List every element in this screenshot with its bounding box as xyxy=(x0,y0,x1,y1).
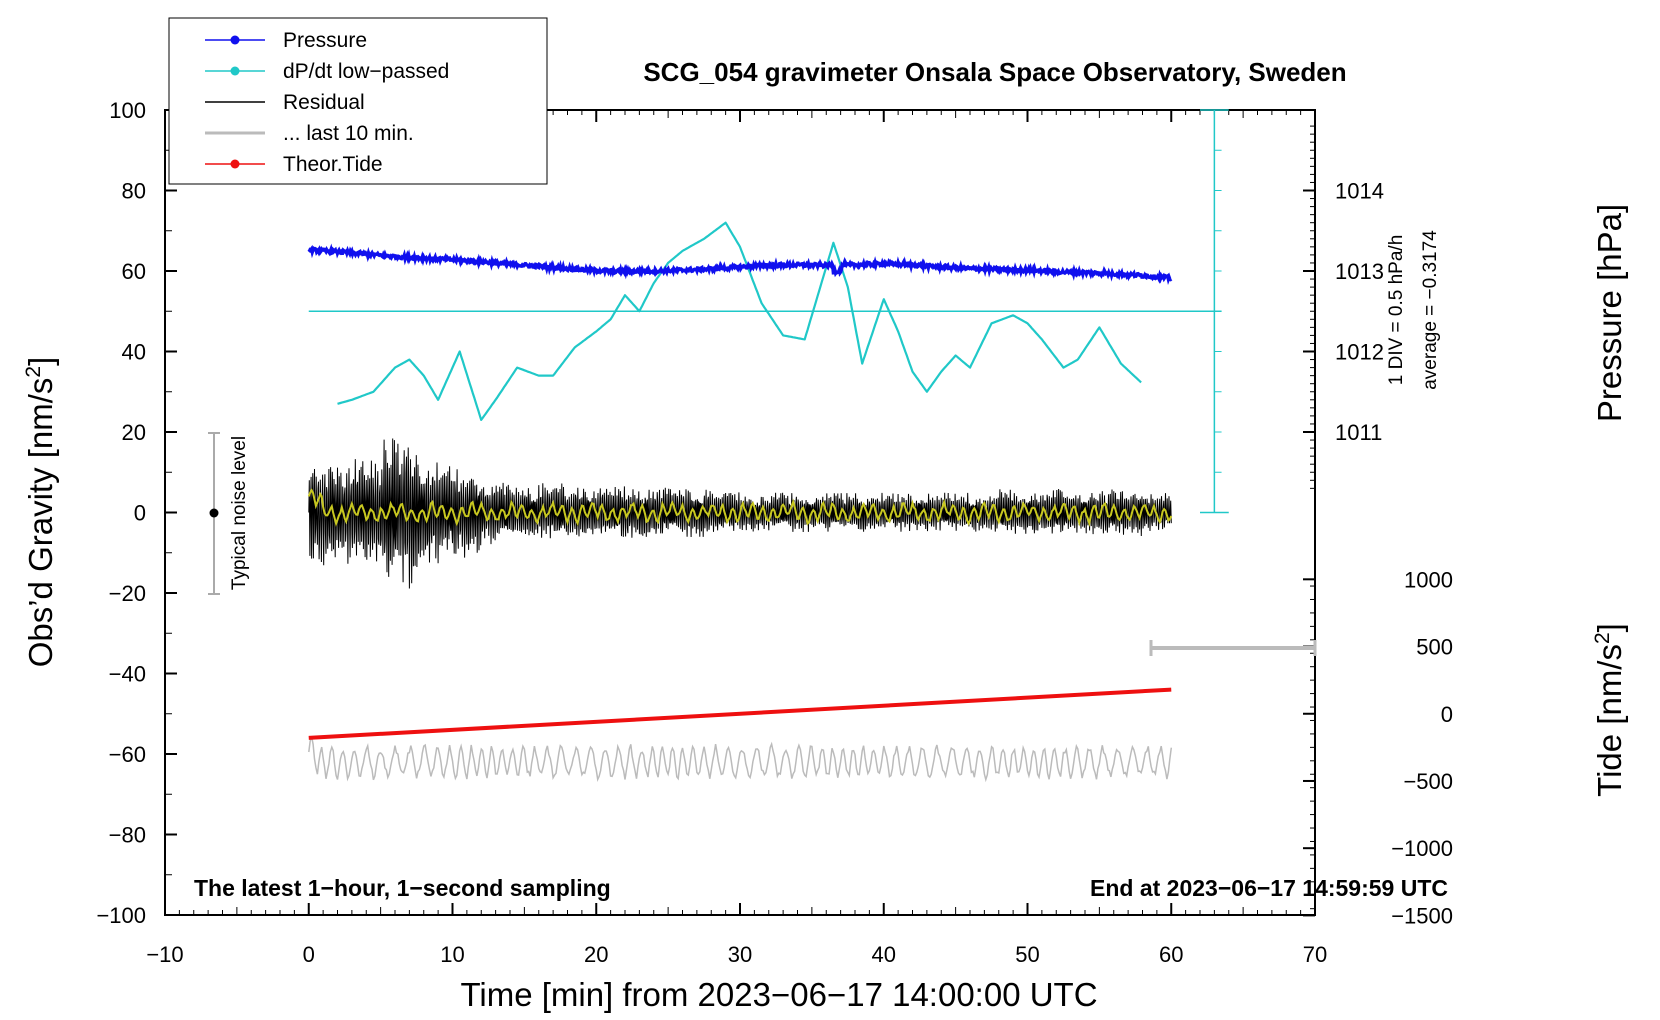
legend-label: ... last 10 min. xyxy=(283,122,414,145)
residual-smoothed-line xyxy=(307,488,1173,527)
dpdt-series xyxy=(337,221,1142,421)
bottom-right-note: End at 2023−06−17 14:59:59 UTC xyxy=(1090,875,1448,901)
y-tick-label: −40 xyxy=(109,662,146,687)
x-tick-label: 0 xyxy=(303,942,315,967)
residual-line xyxy=(308,438,1172,589)
y-axis-title-close: ] xyxy=(22,357,59,366)
tide-line xyxy=(308,687,1172,740)
last-10-min-line xyxy=(308,736,1173,783)
legend-label: Pressure xyxy=(283,29,367,52)
legend-marker xyxy=(230,66,240,76)
tide-tick-label: 0 xyxy=(1441,702,1453,727)
residual-smoothed-series xyxy=(307,488,1173,527)
bottom-left-note: The latest 1−hour, 1−second sampling xyxy=(194,875,611,901)
x-axis-ticks: −10 0 10 20 30 40 50 60 70 xyxy=(146,110,1327,967)
tide-axis-title-main: Tide [nm/s xyxy=(1591,644,1628,797)
y-tick-label: −60 xyxy=(109,742,146,767)
legend-marker xyxy=(230,35,240,45)
y-tick-label: 100 xyxy=(109,98,146,123)
dpdt-scale-bar xyxy=(308,109,1229,514)
y-tick-label: 80 xyxy=(122,179,146,204)
legend-label: Residual xyxy=(283,91,365,114)
x-tick-label: 10 xyxy=(440,942,464,967)
tide-tick-label: 1000 xyxy=(1404,567,1453,592)
pressure-line xyxy=(307,243,1173,286)
legend: Pressure dP/dt low−passed Residual ... last… xyxy=(168,17,548,185)
pressure-tick-label: 1012 xyxy=(1335,340,1384,365)
dpdt-line xyxy=(337,221,1142,421)
y-axis-title-main: Obs’d Gravity [nm/s xyxy=(22,378,59,668)
tide-tick-label: 500 xyxy=(1416,635,1453,660)
pressure-axis-ticks: 1014 1013 1012 1011 xyxy=(1303,125,1384,489)
y-axis-title: Obs’d Gravity [nm/s2] xyxy=(22,357,59,668)
tide-tick-label: −1000 xyxy=(1391,836,1453,861)
tide-series xyxy=(308,687,1172,740)
x-tick-label: −10 xyxy=(146,942,183,967)
x-tick-label: 70 xyxy=(1303,942,1327,967)
tide-axis-title-close: ] xyxy=(1591,623,1628,632)
x-axis-title: Time [min] from 2023−06−17 14:00:00 UTC xyxy=(460,976,1097,1013)
y-axis-title-sup: 2 xyxy=(22,366,45,378)
noise-level-indicator xyxy=(208,432,220,595)
tide-tick-label: −1500 xyxy=(1391,903,1453,928)
y-tick-label: −20 xyxy=(109,581,146,606)
legend-label: dP/dt low−passed xyxy=(283,60,449,83)
y-tick-label: −100 xyxy=(96,903,146,928)
tide-axis-title: Tide [nm/s2] xyxy=(1591,623,1628,797)
tide-tick-label: −500 xyxy=(1403,769,1453,794)
y-tick-label: 60 xyxy=(122,259,146,284)
noise-level-label: Typical noise level xyxy=(229,436,250,590)
x-tick-label: 20 xyxy=(584,942,608,967)
x-tick-label: 50 xyxy=(1015,942,1039,967)
y-tick-label: −80 xyxy=(109,823,146,848)
y-tick-label: 0 xyxy=(134,501,146,526)
y-tick-label: 40 xyxy=(122,340,146,365)
legend-label: Theor.Tide xyxy=(283,153,383,176)
chart-title: SCG_054 gravimeter Onsala Space Observat… xyxy=(643,57,1346,87)
y-axis-ticks: 100 80 60 40 20 0 −20 −40 −60 −80 −100 xyxy=(96,98,177,928)
x-tick-label: 30 xyxy=(728,942,752,967)
y-tick-label: 20 xyxy=(122,420,146,445)
average-label: average = −0.3174 xyxy=(1420,230,1441,390)
legend-marker xyxy=(230,159,240,169)
pressure-tick-label: 1011 xyxy=(1335,420,1382,445)
ten-minute-bar xyxy=(1149,640,1317,656)
pressure-tick-label: 1014 xyxy=(1335,179,1384,204)
scale-bar-label: 1 DIV = 0.5 hPa/h xyxy=(1386,235,1407,386)
residual-series xyxy=(308,438,1172,589)
legend-box xyxy=(168,17,548,185)
pressure-series xyxy=(307,243,1173,286)
pressure-axis-title: Pressure [hPa] xyxy=(1591,204,1628,422)
last-10-min-series xyxy=(308,736,1173,783)
tide-axis-ticks: 1000 500 0 −500 −1000 −1500 xyxy=(1303,567,1453,928)
x-tick-label: 60 xyxy=(1159,942,1183,967)
tide-axis-title-sup: 2 xyxy=(1591,632,1614,644)
pressure-tick-label: 1013 xyxy=(1335,259,1384,284)
x-tick-label: 40 xyxy=(872,942,896,967)
